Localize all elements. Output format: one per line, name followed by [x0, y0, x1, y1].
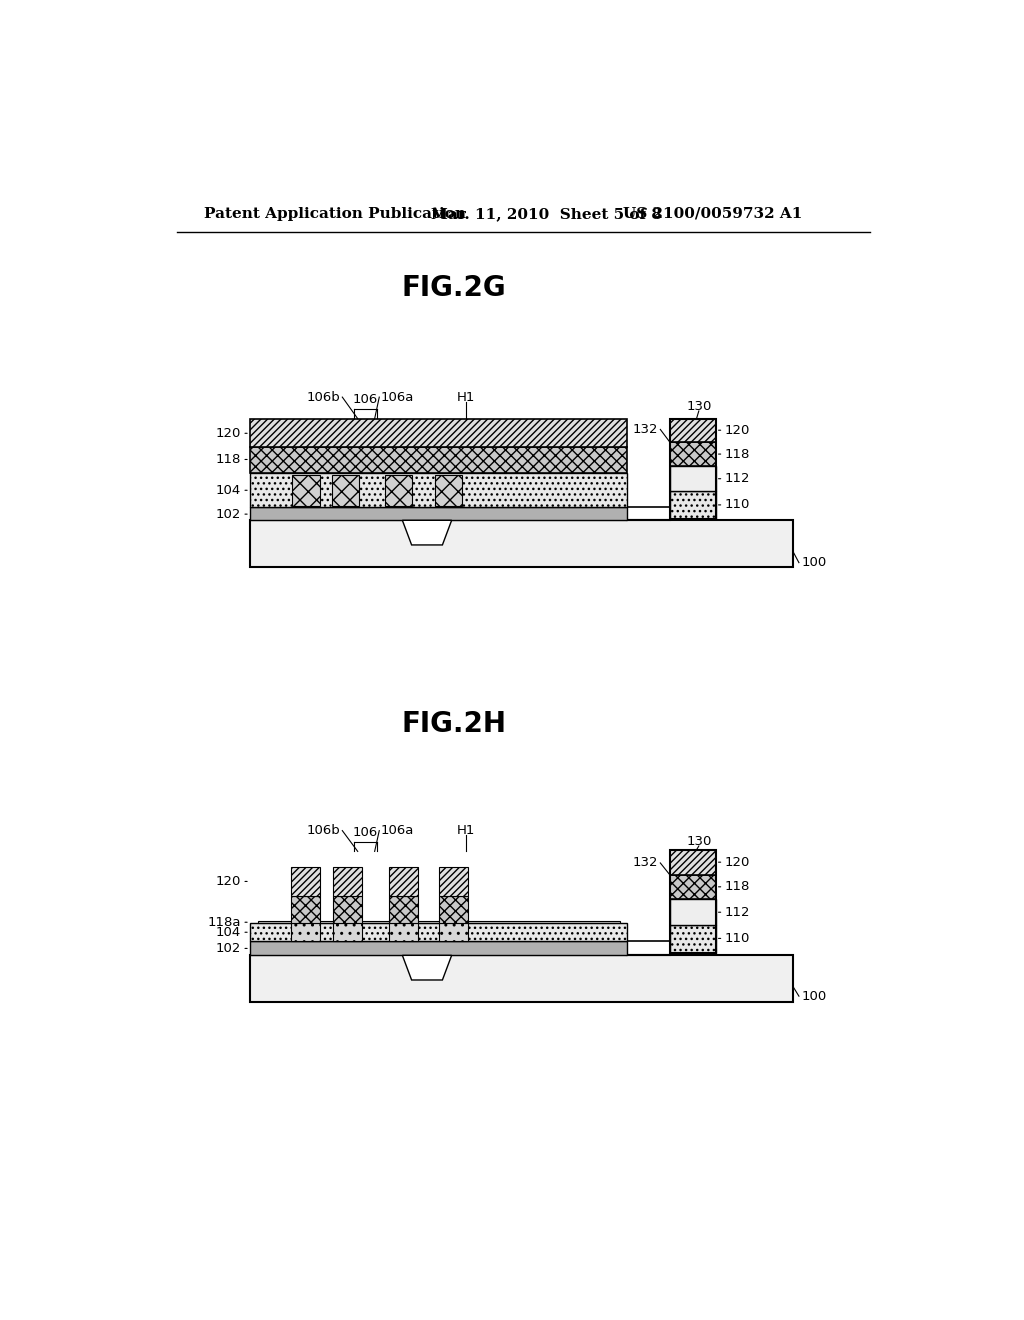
Text: 120: 120: [215, 426, 241, 440]
Text: 106a: 106a: [381, 824, 414, 837]
Bar: [250, 520, 793, 566]
Text: 130: 130: [686, 400, 712, 413]
Text: 118: 118: [215, 453, 241, 466]
Text: Mar. 11, 2010  Sheet 5 of 8: Mar. 11, 2010 Sheet 5 of 8: [431, 207, 662, 220]
Bar: [250, 941, 628, 956]
Bar: [438, 896, 468, 923]
Text: 110: 110: [725, 932, 751, 945]
Bar: [291, 896, 319, 923]
Bar: [670, 899, 716, 924]
Text: 106b: 106b: [306, 824, 340, 837]
Text: 104: 104: [215, 925, 241, 939]
Bar: [250, 447, 628, 473]
Text: Patent Application Publication: Patent Application Publication: [204, 207, 466, 220]
Text: 120: 120: [725, 855, 751, 869]
Bar: [670, 850, 716, 875]
Polygon shape: [402, 520, 452, 545]
Text: 100: 100: [802, 990, 827, 1003]
Bar: [435, 475, 463, 506]
Text: 110: 110: [725, 499, 751, 511]
Bar: [250, 418, 628, 447]
Bar: [291, 867, 319, 896]
Text: 106b: 106b: [306, 391, 340, 404]
Text: 106: 106: [353, 393, 378, 407]
Text: 130: 130: [686, 834, 712, 847]
Text: H1: H1: [457, 824, 475, 837]
Bar: [292, 475, 319, 506]
Text: US 2100/0059732 A1: US 2100/0059732 A1: [624, 207, 803, 220]
Bar: [670, 875, 716, 899]
Bar: [332, 475, 359, 506]
Bar: [250, 507, 628, 520]
Bar: [258, 921, 620, 923]
Text: 104: 104: [215, 483, 241, 496]
Text: 120: 120: [725, 424, 751, 437]
Bar: [670, 491, 716, 519]
Text: 118a: 118a: [207, 916, 241, 929]
Bar: [333, 923, 362, 941]
Bar: [291, 923, 319, 941]
Bar: [670, 924, 716, 953]
Text: 100: 100: [802, 556, 827, 569]
Text: H1: H1: [457, 391, 475, 404]
Bar: [250, 956, 793, 1002]
Text: 102: 102: [215, 942, 241, 954]
Bar: [385, 475, 413, 506]
Text: 118: 118: [725, 880, 751, 894]
Polygon shape: [402, 956, 452, 979]
Text: 102: 102: [215, 508, 241, 520]
Text: FIG.2G: FIG.2G: [401, 273, 506, 302]
Text: 106a: 106a: [381, 391, 414, 404]
Bar: [388, 923, 418, 941]
Bar: [670, 850, 716, 953]
Bar: [670, 442, 716, 466]
Bar: [670, 418, 716, 442]
Bar: [670, 466, 716, 491]
Bar: [388, 896, 418, 923]
Bar: [670, 418, 716, 519]
Bar: [250, 473, 628, 507]
Bar: [388, 867, 418, 896]
Text: 106: 106: [353, 826, 378, 840]
Text: 132: 132: [633, 857, 658, 870]
Bar: [438, 867, 468, 896]
Text: 118: 118: [725, 447, 751, 461]
Text: 112: 112: [725, 906, 751, 919]
Text: 132: 132: [633, 422, 658, 436]
Bar: [438, 923, 468, 941]
Bar: [333, 896, 362, 923]
Text: FIG.2H: FIG.2H: [401, 710, 507, 738]
Text: 120: 120: [215, 875, 241, 888]
Bar: [250, 923, 628, 941]
Bar: [333, 867, 362, 896]
Text: 112: 112: [725, 473, 751, 486]
